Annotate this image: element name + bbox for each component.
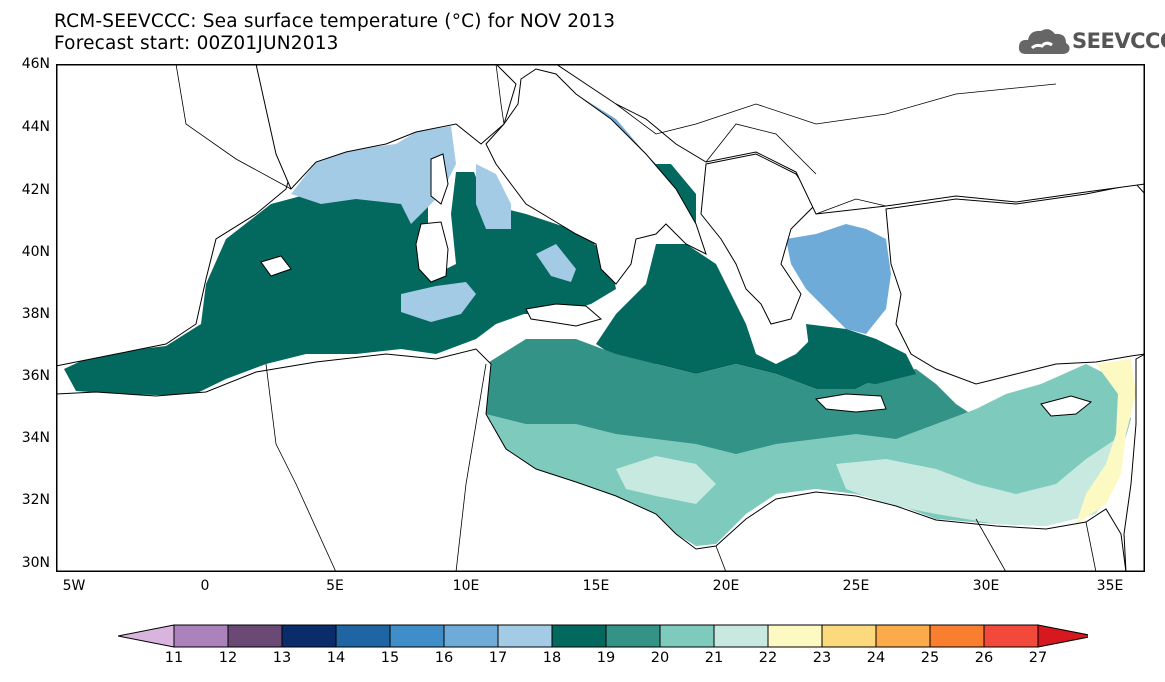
colorbar: [118, 624, 1088, 648]
lat-label: 42N: [21, 182, 50, 198]
colorbar-segment: [605, 624, 661, 648]
sst-tyrrhenian-patch: [401, 282, 476, 322]
colorbar-tick-label: 16: [434, 650, 454, 666]
colorbar-tick-label: 18: [542, 650, 562, 666]
country-borders: [175, 64, 1097, 572]
colorbar-tick-label: 22: [758, 650, 778, 666]
lon-label: 5E: [326, 578, 344, 594]
colorbar-tick-label: 19: [596, 650, 616, 666]
colorbar-tick-label: 23: [812, 650, 832, 666]
land-balearic: [260, 255, 292, 277]
colorbar-tick-label: 27: [1028, 650, 1048, 666]
land-balkans: [555, 64, 1145, 215]
colorbar-segment: [875, 624, 931, 648]
lat-label: 32N: [21, 492, 50, 508]
lat-label: 30N: [21, 555, 50, 571]
colorbar-segment: [227, 624, 283, 648]
lat-label: 34N: [21, 430, 50, 446]
colorbar-tick-label: 12: [218, 650, 238, 666]
sst-aegean-south: [806, 324, 916, 384]
colorbar-tick-label: 13: [272, 650, 292, 666]
logo-text: SEEVCCC: [1072, 29, 1165, 53]
lon-label: 5W: [62, 578, 86, 594]
colorbar-tick-label: 20: [650, 650, 670, 666]
land-turkey: [885, 183, 1145, 385]
colorbar-tick-label: 25: [920, 650, 940, 666]
colorbar-segment: [443, 624, 499, 648]
sst-gulf-of-sirte: [616, 456, 716, 504]
colorbar-tick-label: 11: [164, 650, 184, 666]
colorbar-segment: [389, 624, 445, 648]
sst-map: [56, 64, 1145, 572]
sst-western-basin: [64, 172, 616, 396]
sst-levant-coast: [1076, 359, 1136, 524]
lon-label: 10E: [452, 578, 480, 594]
lat-label: 38N: [21, 306, 50, 322]
colorbar-tick-label: 21: [704, 650, 724, 666]
colorbar-segment: [173, 624, 229, 648]
colorbar-segment: [659, 624, 715, 648]
sst-aegean: [786, 224, 891, 334]
land-cyprus: [1040, 395, 1093, 417]
colorbar-tick-label: 14: [326, 650, 346, 666]
colorbar-segment: [281, 624, 337, 648]
colorbar-segment: [497, 624, 553, 648]
map-subtitle: Forecast start: 00Z01JUN2013: [54, 33, 339, 54]
colorbar-segment: [551, 624, 607, 648]
colorbar-segment: [335, 624, 391, 648]
lon-label: 0: [200, 578, 210, 594]
colorbar-min-triangle: [118, 624, 175, 648]
lon-label: 35E: [1096, 578, 1124, 594]
sst-levantine-light: [836, 439, 1116, 526]
seevccc-logo: SEEVCCC: [1016, 24, 1165, 60]
lat-label: 40N: [21, 244, 50, 260]
sst-ligurian: [291, 126, 456, 224]
lon-label: 30E: [972, 578, 1000, 594]
colorbar-tick-label: 15: [380, 650, 400, 666]
land-levant: [1123, 353, 1145, 572]
lon-label: 25E: [842, 578, 870, 594]
map-title: RCM-SEEVCCC: Sea surface temperature (°C…: [54, 11, 616, 32]
lat-label: 36N: [21, 368, 50, 384]
land-north-africa: [56, 348, 1127, 572]
land-sardinia: [415, 221, 449, 283]
colorbar-tick-label: 24: [866, 650, 886, 666]
lat-label: 46N: [21, 56, 50, 72]
colorbar-tick-label: 26: [974, 650, 994, 666]
cloud-icon: [1018, 29, 1070, 54]
colorbar-segment: [821, 624, 877, 648]
lat-label: 44N: [21, 119, 50, 135]
land-sicily: [525, 303, 603, 327]
land-crete: [814, 393, 887, 413]
land-italy: [485, 68, 707, 285]
sst-tyrrhenian-east: [536, 244, 576, 282]
lon-label: 15E: [582, 578, 610, 594]
colorbar-segment: [983, 624, 1039, 648]
colorbar-max-triangle: [1037, 624, 1088, 648]
colorbar-tick-label: 17: [488, 650, 508, 666]
lon-label: 20E: [712, 578, 740, 594]
map-frame: [56, 64, 1145, 572]
colorbar-segment: [713, 624, 769, 648]
land-corsica: [430, 153, 449, 205]
sst-tyrrhenian-north: [476, 164, 511, 229]
colorbar-segment: [767, 624, 823, 648]
colorbar-segment: [929, 624, 985, 648]
